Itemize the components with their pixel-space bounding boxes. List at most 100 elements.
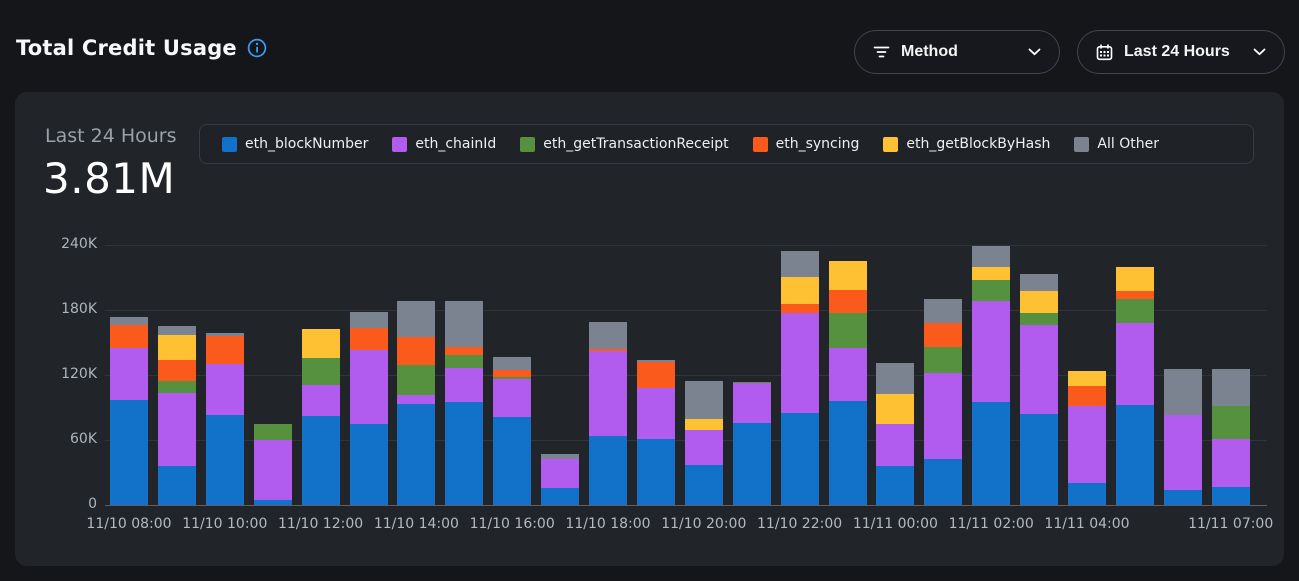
bar[interactable] — [301, 329, 340, 505]
bar-segment-eth_getBlockByHash[interactable] — [1115, 267, 1154, 291]
bar-segment-All Other[interactable] — [972, 246, 1011, 267]
bar-segment-eth_blockNumber[interactable] — [541, 488, 580, 505]
bar-segment-eth_chainId[interactable] — [253, 440, 292, 500]
bar-segment-eth_blockNumber[interactable] — [732, 423, 771, 505]
bar-segment-All Other[interactable] — [636, 360, 675, 362]
bar-segment-eth_blockNumber[interactable] — [828, 401, 867, 505]
bar-segment-All Other[interactable] — [397, 301, 436, 337]
bar-segment-eth_syncing[interactable] — [397, 337, 436, 365]
bar-segment-eth_syncing[interactable] — [349, 328, 388, 350]
bar-segment-All Other[interactable] — [876, 363, 915, 394]
bar[interactable] — [493, 357, 532, 505]
bar-segment-eth_chainId[interactable] — [1211, 439, 1250, 487]
bar-segment-eth_syncing[interactable] — [828, 290, 867, 313]
bar-segment-All Other[interactable] — [110, 317, 148, 325]
bar-segment-All Other[interactable] — [1211, 369, 1250, 406]
bar-segment-eth_blockNumber[interactable] — [301, 416, 340, 505]
bar-segment-eth_getBlockByHash[interactable] — [972, 267, 1011, 280]
bar-segment-eth_syncing[interactable] — [445, 347, 484, 355]
bar-segment-eth_blockNumber[interactable] — [1211, 487, 1250, 505]
bar-segment-eth_syncing[interactable] — [493, 370, 532, 377]
bar-segment-eth_blockNumber[interactable] — [445, 402, 484, 505]
legend-item-eth_chainId[interactable]: eth_chainId — [392, 136, 496, 152]
bar-segment-eth_syncing[interactable] — [205, 336, 244, 364]
bar[interactable] — [780, 251, 819, 505]
bar-segment-eth_blockNumber[interactable] — [205, 415, 244, 505]
bar-segment-eth_getBlockByHash[interactable] — [1068, 371, 1106, 386]
bar-segment-eth_blockNumber[interactable] — [157, 466, 196, 505]
bar-segment-eth_chainId[interactable] — [1163, 415, 1202, 490]
bar-segment-All Other[interactable] — [589, 322, 627, 349]
bar[interactable] — [1211, 369, 1250, 505]
bar-segment-eth_blockNumber[interactable] — [780, 413, 819, 505]
bar-segment-eth_getBlockByHash[interactable] — [876, 394, 915, 424]
legend-item-eth_blockNumber[interactable]: eth_blockNumber — [222, 136, 368, 152]
bar[interactable] — [684, 381, 723, 505]
bar-segment-eth_getBlockByHash[interactable] — [157, 335, 196, 360]
bar-segment-eth_getTransactionReceipt[interactable] — [1211, 406, 1250, 439]
bar-segment-eth_chainId[interactable] — [493, 379, 532, 417]
bar-segment-eth_getTransactionReceipt[interactable] — [828, 313, 867, 348]
bar[interactable] — [732, 382, 771, 505]
legend-item-eth_syncing[interactable]: eth_syncing — [752, 136, 859, 152]
bar-segment-eth_chainId[interactable] — [1115, 323, 1154, 405]
bar-segment-eth_getTransactionReceipt[interactable] — [445, 355, 484, 368]
bar-segment-eth_getBlockByHash[interactable] — [1020, 291, 1059, 313]
bar[interactable] — [157, 326, 196, 505]
bar-segment-All Other[interactable] — [157, 326, 196, 335]
bar[interactable] — [253, 424, 292, 505]
bar-segment-eth_chainId[interactable] — [445, 368, 484, 402]
bar[interactable] — [1068, 371, 1106, 505]
bar-segment-eth_getTransactionReceipt[interactable] — [972, 280, 1011, 301]
bar-segment-eth_syncing[interactable] — [589, 349, 627, 351]
bar-segment-All Other[interactable] — [684, 381, 723, 419]
bar-segment-eth_blockNumber[interactable] — [110, 400, 148, 505]
bar-segment-eth_chainId[interactable] — [157, 393, 196, 466]
bar-segment-eth_getTransactionReceipt[interactable] — [732, 382, 771, 383]
bar[interactable] — [1020, 274, 1059, 505]
bar-segment-eth_blockNumber[interactable] — [684, 465, 723, 505]
bar-segment-eth_blockNumber[interactable] — [1163, 490, 1202, 505]
bar[interactable] — [110, 317, 148, 505]
bar-segment-eth_blockNumber[interactable] — [349, 424, 388, 505]
bar-segment-eth_chainId[interactable] — [301, 385, 340, 416]
bar-segment-eth_blockNumber[interactable] — [924, 459, 963, 505]
bar-segment-eth_chainId[interactable] — [110, 348, 148, 400]
bar-segment-eth_getBlockByHash[interactable] — [828, 261, 867, 290]
bar-segment-eth_getTransactionReceipt[interactable] — [301, 358, 340, 385]
bar-segment-eth_blockNumber[interactable] — [1115, 405, 1154, 505]
bar-segment-eth_chainId[interactable] — [732, 383, 771, 423]
bar-segment-eth_chainId[interactable] — [205, 364, 244, 415]
bar-segment-eth_getTransactionReceipt[interactable] — [924, 347, 963, 373]
bar-segment-eth_getBlockByHash[interactable] — [684, 419, 723, 430]
method-filter-button[interactable]: Method — [854, 30, 1060, 74]
bar[interactable] — [1115, 267, 1154, 505]
bar-segment-All Other[interactable] — [1020, 274, 1059, 291]
bar[interactable] — [205, 333, 244, 505]
bar-segment-All Other[interactable] — [1163, 369, 1202, 415]
bar-segment-eth_syncing[interactable] — [636, 362, 675, 388]
bar-segment-eth_syncing[interactable] — [780, 304, 819, 313]
legend-item-eth_getTransactionReceipt[interactable]: eth_getTransactionReceipt — [520, 136, 729, 152]
bar-segment-eth_syncing[interactable] — [110, 325, 148, 348]
bar-segment-eth_chainId[interactable] — [828, 348, 867, 401]
bar-segment-All Other[interactable] — [349, 312, 388, 328]
bar-segment-eth_blockNumber[interactable] — [1068, 483, 1106, 505]
bar-segment-eth_blockNumber[interactable] — [493, 417, 532, 505]
bar-segment-eth_chainId[interactable] — [924, 373, 963, 459]
bar-segment-All Other[interactable] — [541, 454, 580, 459]
info-icon[interactable] — [247, 38, 267, 58]
bar-segment-eth_getTransactionReceipt[interactable] — [1020, 313, 1059, 325]
bar-segment-All Other[interactable] — [205, 333, 244, 336]
bar-segment-eth_syncing[interactable] — [157, 360, 196, 381]
bar-segment-eth_getBlockByHash[interactable] — [301, 329, 340, 358]
bar[interactable] — [876, 363, 915, 505]
bar-segment-eth_blockNumber[interactable] — [1020, 414, 1059, 505]
legend-item-eth_getBlockByHash[interactable]: eth_getBlockByHash — [883, 136, 1050, 152]
bar-segment-eth_chainId[interactable] — [876, 424, 915, 466]
bar-segment-eth_getTransactionReceipt[interactable] — [253, 424, 292, 440]
bar-segment-eth_blockNumber[interactable] — [972, 402, 1011, 505]
bar-segment-All Other[interactable] — [924, 299, 963, 323]
bar-segment-eth_blockNumber[interactable] — [253, 500, 292, 505]
bar-segment-eth_chainId[interactable] — [541, 459, 580, 488]
